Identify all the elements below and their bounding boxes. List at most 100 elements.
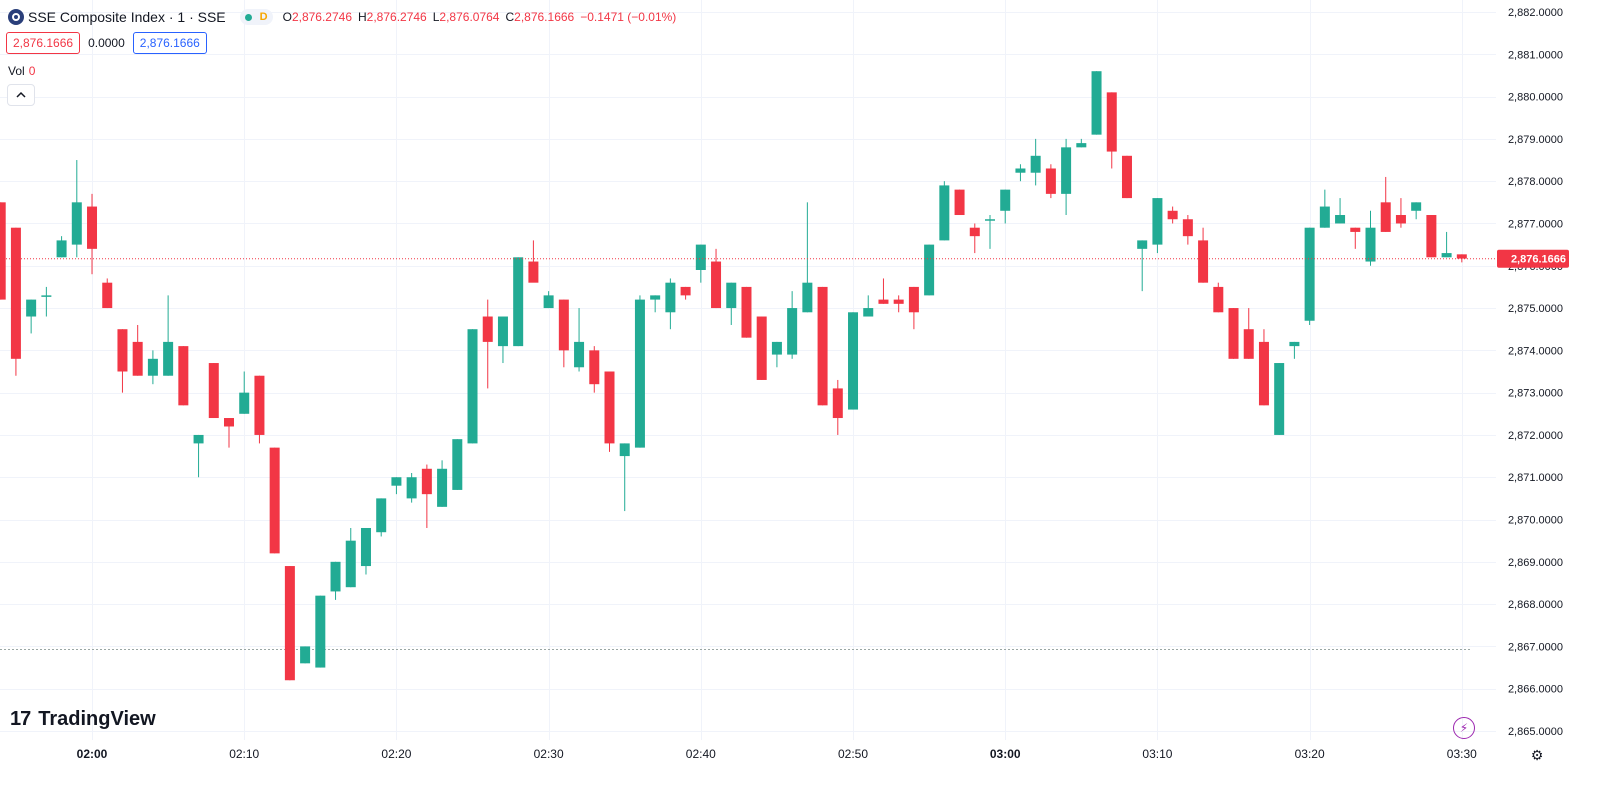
y-tick-label: 2,874.0000	[1508, 345, 1563, 357]
candle-down	[0, 202, 6, 300]
quote-row: 2,876.1666 0.0000 2,876.1666	[6, 32, 215, 54]
spread-value: 0.0000	[88, 36, 125, 50]
candle-up	[1137, 240, 1148, 292]
candle-body	[1319, 206, 1330, 228]
candle-down	[178, 346, 189, 406]
candle-body	[163, 341, 174, 376]
candle-up	[239, 371, 250, 414]
symbol-title[interactable]: SSE Composite Index · 1 · SSE	[28, 9, 226, 25]
candle-up	[1441, 231, 1452, 258]
settings-icon[interactable]: ⚙	[1530, 746, 1544, 763]
candle-up	[985, 215, 995, 249]
candle-up	[924, 244, 935, 296]
open-value: 2,876.2746	[291, 10, 352, 24]
candle-body	[345, 540, 356, 588]
candle-down	[817, 286, 828, 406]
candle-up	[300, 646, 311, 664]
candle-down	[284, 566, 295, 681]
candle-body	[1304, 227, 1315, 321]
lightning-icon[interactable]: ⚡	[1453, 717, 1475, 739]
candle-body	[589, 350, 600, 385]
candle-up	[330, 561, 341, 600]
candle-body	[1426, 215, 1437, 258]
high-value: 2,876.2746	[366, 10, 427, 24]
candle-down	[604, 371, 615, 452]
candle-up	[437, 460, 448, 507]
candle-body	[650, 295, 661, 300]
candle-body	[604, 371, 615, 444]
tradingview-logo[interactable]: 17 TradingView	[10, 708, 156, 731]
candle-body	[574, 341, 585, 368]
candle-body	[771, 341, 782, 355]
y-tick-label: 2,872.0000	[1508, 430, 1563, 442]
candle-down	[558, 299, 569, 368]
candle-up	[939, 181, 950, 241]
candle-down	[878, 278, 889, 304]
candle-body	[208, 363, 219, 419]
candle-body	[467, 329, 478, 444]
low-value: 2,876.0764	[439, 10, 500, 24]
y-tick-label: 2,879.0000	[1508, 134, 1563, 146]
candle-up	[497, 316, 508, 364]
candle-up	[1304, 227, 1315, 325]
candle-up	[391, 477, 402, 495]
candle-down	[421, 464, 432, 528]
candle-body	[102, 282, 113, 309]
candle-body	[741, 286, 752, 338]
candle-up	[360, 527, 371, 575]
candle-body	[1274, 363, 1285, 435]
candle-body	[224, 418, 234, 427]
candle-up	[848, 312, 859, 410]
x-tick-label: 03:30	[1447, 747, 1477, 761]
candle-body	[787, 308, 798, 355]
candles	[0, 71, 1467, 681]
candle-body	[1106, 92, 1117, 152]
candle-down	[832, 379, 843, 435]
candle-up	[1319, 189, 1330, 228]
candle-body	[56, 240, 67, 258]
collapse-legend-button[interactable]	[7, 84, 35, 106]
candle-body	[1350, 227, 1361, 232]
candle-down	[954, 189, 965, 216]
candle-body	[1091, 71, 1102, 135]
candle-down	[908, 286, 919, 330]
candle-down	[1243, 308, 1254, 359]
candle-up	[71, 160, 82, 258]
candle-up	[376, 498, 387, 537]
candle-body	[1061, 147, 1072, 194]
candle-body	[695, 244, 706, 270]
x-tick-label: 02:30	[534, 747, 564, 761]
candle-body	[0, 202, 6, 300]
candle-up	[26, 299, 37, 334]
candle-body	[10, 227, 21, 359]
candle-body	[969, 227, 980, 237]
candle-down	[893, 295, 904, 313]
candle-body	[513, 257, 524, 347]
candle-body	[908, 286, 919, 313]
candle-body	[376, 498, 387, 533]
candle-body	[193, 434, 204, 444]
candle-down	[711, 248, 722, 309]
sell-button[interactable]: 2,876.1666	[6, 32, 81, 54]
candle-down	[254, 375, 265, 444]
candle-up	[163, 295, 174, 376]
candle-body	[680, 286, 691, 296]
tradingview-mark-icon: 17	[10, 708, 31, 730]
candle-body	[1198, 240, 1209, 283]
last-price-tag-label: 2,876.1666	[1511, 254, 1566, 266]
high-label: H	[358, 10, 367, 24]
market-status-badge[interactable]: D	[239, 9, 273, 25]
candle-body	[1411, 202, 1422, 211]
candle-body	[711, 261, 722, 309]
x-tick-label: 02:10	[229, 747, 259, 761]
ohlc-open: O2,876.2746	[283, 10, 352, 24]
x-tick-label: 02:00	[77, 747, 108, 761]
candle-up	[1289, 341, 1300, 359]
candle-up	[665, 278, 676, 330]
y-tick-label: 2,870.0000	[1508, 515, 1563, 527]
volume-label: Vol	[8, 64, 25, 78]
candle-body	[269, 447, 280, 554]
buy-button[interactable]: 2,876.1666	[132, 32, 207, 54]
candle-body	[132, 341, 143, 376]
